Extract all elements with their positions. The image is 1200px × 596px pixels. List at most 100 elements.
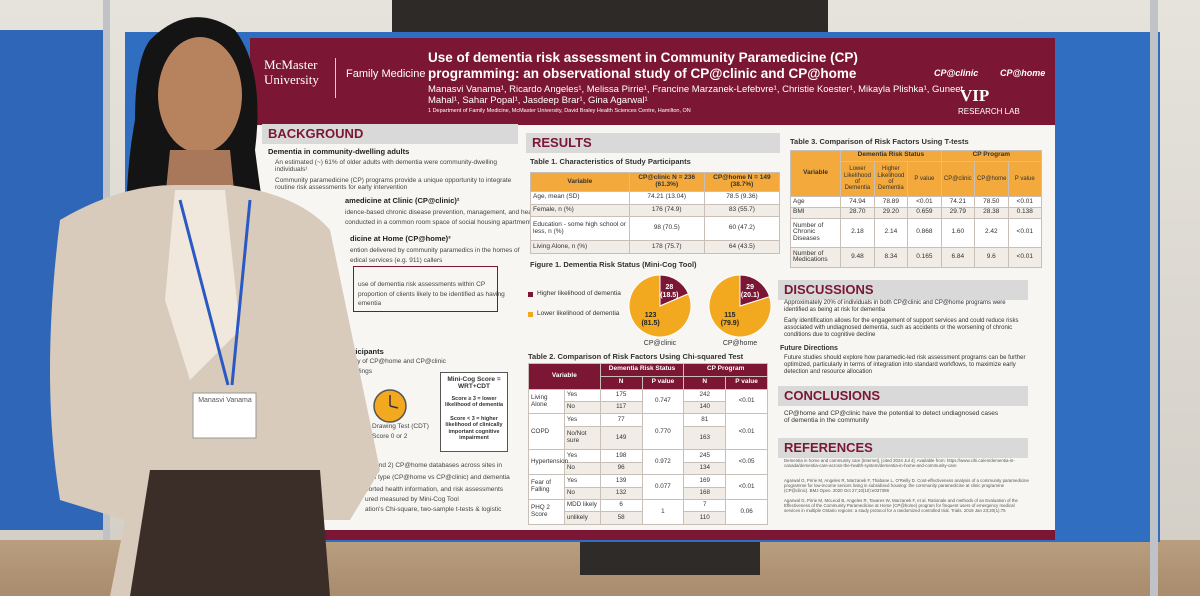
table-cell: P value [725,375,768,390]
table-cell: 98 (70.5) [628,216,705,242]
presenter [50,17,380,596]
table-row: Living Alone, n (%) 178 (75.7) 64 (43.5) [530,240,781,254]
table-cell: 134 [683,461,727,476]
section-heading: REFERENCES [778,438,1028,458]
table-cell: N [599,375,643,390]
table-cell: 178 (75.7) [628,240,705,254]
table-cell: 2.42 [974,217,1009,248]
lab-name: RESEARCH LAB [958,107,1020,116]
text-line: ention delivered by community paramedics… [350,247,520,254]
text-line: Drawing Test (CDT) [372,423,429,430]
table-cell: Higher Likelihood of Dementia [873,160,909,198]
table-cell: 245 [683,449,727,463]
table-cell: 29.20 [873,207,909,219]
minicog-text: Score ≥ 3 = lower likelihood of dementia [444,396,504,409]
legend-label: Lower likelihood of dementia [537,310,620,317]
figure-title: Figure 1. Dementia Risk Status (Mini-Cog… [530,260,697,269]
table-cell: unlikely [563,511,601,525]
legend-swatch [528,292,533,297]
table-cell: Yes [563,413,601,427]
table-cell: No [563,400,601,415]
table-row: Living Alone Yes 175 0.747 242 <0.01 [528,388,768,415]
minicog-text: Score < 3 = higher likelihood of clinica… [445,416,503,441]
table-cell: N [683,375,727,390]
table-cell: 6 [599,498,643,513]
affiliation: 1 Department of Family Medicine, McMaste… [428,108,691,114]
table-cell: Yes [563,474,601,488]
text-line: conducted in a common room space of soci… [345,219,532,226]
table-cell: 168 [683,486,727,501]
table-cell: BMI [789,207,842,219]
table-row: PHQ 2 Score MDD likely 6 1 7 0.06 [528,498,768,525]
table-cell: 1.60 [940,217,976,248]
table-cell: 149 [599,425,643,451]
clock-icon [373,389,407,423]
table-cell: No [563,461,601,476]
header-row: Variable CP@clinic N = 236 (61.3%) CP@home… [530,172,781,192]
text-line: An estimated (~) 61% of older adults wit… [275,159,498,174]
table-title: Table 2. Comparison of Risk Factors Usin… [528,352,744,361]
table-cell: 74.21 [940,196,976,209]
table-cell: CP@clinic N = 236 (61.3%) [628,172,705,192]
table-cell: 0.138 [1007,207,1043,219]
table-row: No 132 168 [529,486,768,501]
table-cell: Variable [530,172,630,192]
table-cell: 163 [683,425,727,451]
badge-name: Manasvi Vanama [198,397,252,404]
table-cell: 1 [641,499,685,525]
table-cell: No/Not sure [563,425,601,451]
table-cell: Variable [789,149,842,198]
section-heading: CONCLUSIONS [778,386,1028,406]
table3-grid: Variable Dementia Risk Status CP Program Lo… [789,149,1043,269]
table-cell: Fear of Falling [528,474,565,501]
table-cell: <0.01 [725,474,768,501]
table-row: Education - some high school or less, n … [530,216,781,242]
text-line: Community paramedicine (CP) programs pro… [275,177,512,192]
table-row: No 117 140 [529,400,768,415]
table-cell: 81 [683,413,727,427]
table-row: Age 74.94 78.89 <0.01 74.21 78.50 <0.01 [789,196,1043,209]
program-logo: CP@home [1000,68,1046,78]
header-row: Variable Dementia Risk Status CP Program [789,149,1043,198]
table-row: BMI 28.70 29.20 0.659 29.79 28.38 0.138 [789,207,1043,219]
table-cell: Dementia Risk Status [599,363,685,377]
table-cell: 0.077 [641,474,685,501]
subheading: Dementia in community-dwelling adults [268,147,410,156]
table-row: unlikely 58 110 [529,511,768,525]
table-cell: Variable [528,363,601,390]
poster-footer [250,530,1055,540]
table-cell: 28.70 [840,207,875,219]
slice-label: 29 (20.1) [740,284,760,300]
table-cell: <0.01 [1007,217,1043,248]
table-cell: Lower Likelihood of Dementia [840,160,875,198]
text-line: proportion of clients likely to be ident… [358,291,505,298]
table-cell: PHQ 2 Score [528,499,565,525]
table-cell: Female, n (%) [530,203,630,218]
slice-label: 28 (18.5) [660,283,679,299]
table-cell: 29.79 [940,207,976,219]
text-line: ured measured by Mini-Cog Tool [365,496,459,503]
pie-label: CP@home [722,340,758,347]
department: Family Medicine [346,68,426,80]
section-heading: RESULTS [526,133,780,153]
table-cell: 78.50 [974,196,1009,209]
table-cell: Living Alone, n (%) [530,240,630,254]
lab-logo: VIP [960,86,990,105]
board-stand [580,540,760,575]
table-cell: 77 [599,413,643,427]
text-line: uildings [350,368,373,375]
subheading: dicine at Home (CP@home)³ [350,234,451,243]
table-cell: 0.770 [641,413,685,451]
table-cell: CP Program [940,150,1043,162]
table-cell: CP@home N = 149 (38.7%) [703,172,781,192]
table-cell: Hypertension [528,449,568,476]
table-cell: P value [907,160,942,198]
table-cell: 28.38 [974,207,1009,219]
table-cell: 96 [599,461,643,476]
table-cell: 0.868 [907,217,942,248]
table-cell: Dementia Risk Status [840,150,942,162]
table-row: COPD Yes 77 0.770 81 <0.01 [528,413,768,451]
table-cell: 74.21 (13.04) [628,191,705,205]
table-cell: 175 [599,388,643,403]
